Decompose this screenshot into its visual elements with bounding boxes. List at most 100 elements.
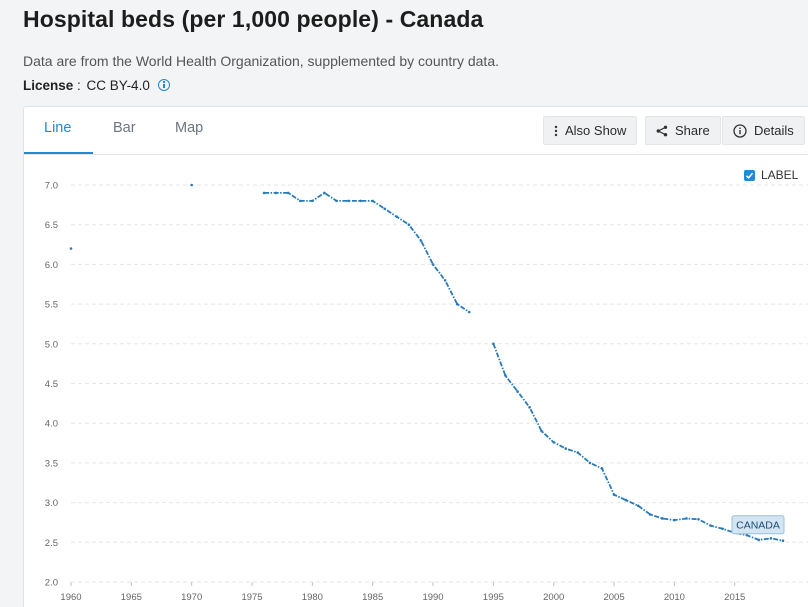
data-point-1987 bbox=[395, 215, 399, 219]
data-point-2004 bbox=[600, 467, 604, 470]
data-point-2016 bbox=[745, 533, 749, 537]
x-tick-label-11: 2015 bbox=[724, 592, 745, 603]
page-title: Hospital beds (per 1,000 people) - Canad… bbox=[23, 6, 484, 32]
data-point-1982 bbox=[335, 199, 338, 203]
checkmark-icon bbox=[745, 172, 754, 179]
y-axis-ticks: 2.0 2.5 3.0 3.5 4.0 4.5 5.0 5.5 6.0 6.5 7.0 bbox=[45, 181, 58, 589]
data-point-1992 bbox=[455, 302, 459, 306]
line-chart: 2.02.53.03.54.04.55.05.56.06.57.0 1960 19… bbox=[45, 181, 808, 603]
data-point-1976 bbox=[262, 191, 266, 195]
y-tick-label-4: 4.0 bbox=[45, 419, 58, 430]
also-show-button[interactable]: Also Show bbox=[543, 116, 638, 145]
data-point-2011 bbox=[685, 517, 688, 520]
data-point-1988 bbox=[407, 223, 411, 226]
details-label: Details bbox=[754, 123, 794, 138]
data-point-2017 bbox=[757, 538, 761, 542]
end-label-box bbox=[731, 515, 785, 535]
series-line-segment-2 bbox=[264, 192, 470, 313]
data-point-1995 bbox=[492, 342, 495, 346]
end-label-text: CANADA bbox=[736, 520, 780, 532]
y-tick-label-10: 7.0 bbox=[45, 181, 58, 192]
details-button[interactable]: Details bbox=[722, 116, 805, 145]
y-tick-label-5: 4.5 bbox=[45, 379, 58, 390]
data-point-2013 bbox=[709, 524, 712, 527]
y-tick-label-7: 5.5 bbox=[45, 300, 58, 311]
data-point-1991 bbox=[443, 278, 447, 282]
license-label: License bbox=[23, 78, 74, 93]
x-tick-label-5: 1985 bbox=[362, 592, 383, 603]
license-separator: : bbox=[73, 78, 85, 93]
chart-panel: Line Bar Map Also Show bbox=[23, 106, 808, 607]
data-point-1978 bbox=[286, 191, 290, 195]
data-point-2010 bbox=[673, 518, 676, 522]
license-value: CC BY-4.0 bbox=[86, 78, 150, 93]
x-tick-label-7: 1995 bbox=[483, 592, 504, 603]
data-point-1996 bbox=[504, 374, 507, 377]
series-end-label: CANADA bbox=[731, 515, 785, 535]
label-toggle-text: LABEL bbox=[761, 168, 799, 182]
x-tick-label-4: 1980 bbox=[302, 592, 323, 603]
label-toggle[interactable]: LABEL bbox=[744, 168, 798, 182]
y-tick-label-1: 2.5 bbox=[45, 538, 58, 549]
data-point-1960 bbox=[69, 247, 73, 250]
data-point-1981 bbox=[323, 191, 326, 195]
y-tick-label-6: 5.0 bbox=[45, 339, 58, 350]
x-tick-label-6: 1990 bbox=[422, 592, 443, 603]
data-point-1998 bbox=[528, 406, 531, 409]
x-tick-label-8: 2000 bbox=[543, 592, 564, 603]
share-icon bbox=[656, 125, 668, 136]
y-tick-label-8: 6.0 bbox=[45, 260, 58, 271]
data-point-2008 bbox=[648, 513, 652, 516]
y-tick-label-9: 6.5 bbox=[45, 220, 58, 231]
series-line-segment-3 bbox=[492, 343, 784, 542]
x-axis-ticks: 1960 1965 1970 1975 1980 1985 1990 1995 2000 2005… bbox=[60, 582, 745, 603]
data-point-1993 bbox=[467, 310, 471, 314]
y-tick-label-2: 3.0 bbox=[45, 498, 58, 509]
data-point-1979 bbox=[298, 199, 302, 203]
data-point-2006 bbox=[624, 498, 628, 502]
active-tab-indicator bbox=[24, 152, 93, 154]
share-label: Share bbox=[675, 123, 710, 138]
tab-bar-chart[interactable]: Bar bbox=[113, 120, 136, 136]
source-note: Data are from the World Health Organizat… bbox=[23, 53, 499, 69]
data-point-1980 bbox=[311, 199, 314, 203]
data-point-2002 bbox=[576, 451, 580, 454]
license-line: License : CC BY-4.0 bbox=[23, 78, 170, 93]
data-point-1970 bbox=[190, 183, 193, 187]
data-point-2000 bbox=[552, 440, 556, 444]
tab-bar: Line Bar Map Also Show bbox=[24, 107, 808, 155]
x-tick-label-0: 1960 bbox=[60, 592, 81, 603]
data-point-1985 bbox=[371, 199, 374, 203]
x-tick-label-1: 1965 bbox=[121, 592, 142, 603]
x-tick-label-3: 1975 bbox=[241, 592, 262, 603]
data-point-1984 bbox=[359, 199, 362, 203]
data-point-2007 bbox=[636, 504, 640, 508]
chart-series bbox=[69, 183, 785, 543]
info-icon[interactable] bbox=[157, 78, 170, 91]
chart-grid bbox=[71, 184, 808, 583]
data-point-1997 bbox=[516, 390, 519, 393]
y-tick-label-3: 3.5 bbox=[45, 458, 58, 469]
label-checkbox[interactable] bbox=[744, 169, 755, 181]
share-button[interactable]: Share bbox=[645, 116, 721, 145]
data-point-1999 bbox=[540, 429, 543, 433]
y-tick-label-0: 2.0 bbox=[45, 578, 58, 589]
x-tick-label-10: 2010 bbox=[664, 592, 685, 603]
info-circle-icon bbox=[733, 123, 747, 138]
tab-line[interactable]: Line bbox=[44, 120, 72, 136]
data-point-1977 bbox=[274, 191, 278, 195]
data-point-1983 bbox=[347, 199, 350, 203]
data-point-1990 bbox=[431, 263, 435, 266]
tab-map[interactable]: Map bbox=[175, 120, 204, 136]
data-point-2018 bbox=[769, 537, 773, 540]
data-point-2014 bbox=[721, 527, 724, 531]
data-point-2019 bbox=[781, 539, 785, 543]
also-show-label: Also Show bbox=[565, 123, 627, 138]
data-point-2009 bbox=[661, 517, 664, 520]
data-point-2005 bbox=[612, 493, 616, 496]
x-tick-label-2: 1970 bbox=[181, 592, 202, 603]
data-point-1989 bbox=[419, 239, 423, 242]
x-tick-label-9: 2005 bbox=[603, 592, 624, 603]
data-point-2003 bbox=[588, 461, 592, 465]
